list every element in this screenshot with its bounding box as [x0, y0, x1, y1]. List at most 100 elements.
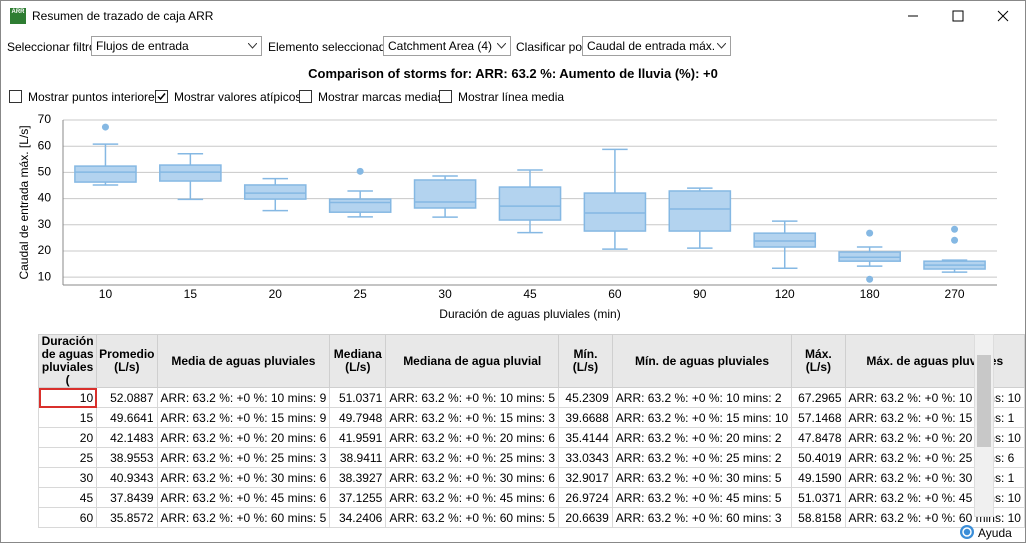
table-cell[interactable]: ARR: 63.2 %: +0 %: 45 mins: 6 — [385, 487, 560, 508]
table-cell[interactable]: ARR: 63.2 %: +0 %: 10 mins: 5 — [385, 387, 560, 408]
table-cell[interactable]: ARR: 63.2 %: +0 %: 15 mins: 9 — [156, 407, 331, 428]
table-cell[interactable]: 10 — [37, 387, 98, 408]
outlier — [866, 229, 874, 237]
table-cell[interactable]: ARR: 63.2 %: +0 %: 20 mins: 10 — [844, 427, 1025, 448]
table-cell[interactable]: ARR: 63.2 %: +0 %: 15 mins: 10 — [611, 407, 793, 428]
table-cell[interactable]: 37.1255 — [329, 487, 387, 508]
table-cell[interactable]: 39.6688 — [558, 407, 613, 428]
column-header: Mín. (L/s) — [558, 334, 613, 388]
scrollbar[interactable] — [974, 334, 994, 517]
table-cell[interactable]: 25 — [37, 447, 98, 468]
table-cell[interactable]: ARR: 63.2 %: +0 %: 25 mins: 3 — [385, 447, 560, 468]
table-cell[interactable]: ARR: 63.2 %: +0 %: 45 mins: 10 — [844, 487, 1025, 508]
combo-value: Caudal de entrada máx. — [587, 39, 716, 53]
table-cell[interactable]: 38.9553 — [96, 447, 158, 468]
table-cell[interactable]: ARR: 63.2 %: +0 %: 30 mins: 1 — [844, 467, 1025, 488]
table-cell[interactable]: ARR: 63.2 %: +0 %: 30 mins: 5 — [611, 467, 793, 488]
table-row: 45 37.8439 ARR: 63.2 %: +0 %: 45 mins: 6 37… — [37, 487, 1025, 508]
table-cell[interactable]: 49.1590 — [791, 467, 846, 488]
table-cell[interactable]: 32.9017 — [558, 467, 613, 488]
table-cell[interactable]: 35.8572 — [96, 507, 158, 528]
table-cell[interactable]: 58.8158 — [791, 507, 846, 528]
table-cell[interactable]: 30 — [37, 467, 98, 488]
table-cell[interactable]: 49.7948 — [329, 407, 387, 428]
outlier — [866, 275, 874, 283]
checkbox[interactable] — [155, 90, 168, 103]
table-cell[interactable]: ARR: 63.2 %: +0 %: 15 mins: 1 — [844, 407, 1025, 428]
table-cell[interactable]: 33.0343 — [558, 447, 613, 468]
box — [159, 164, 222, 182]
table-cell[interactable]: 45.2309 — [558, 387, 613, 408]
table-cell[interactable]: 38.3927 — [329, 467, 387, 488]
table-cell[interactable]: ARR: 63.2 %: +0 %: 60 mins: 5 — [156, 507, 331, 528]
table-cell[interactable]: ARR: 63.2 %: +0 %: 25 mins: 3 — [156, 447, 331, 468]
table-cell[interactable]: 37.8439 — [96, 487, 158, 508]
table-cell[interactable]: 40.9343 — [96, 467, 158, 488]
checkbox-label: Mostrar puntos interiores — [28, 90, 161, 104]
data-table: Duración de aguas pluviales (Promedio (L… — [37, 334, 1025, 528]
combo-value: Flujos de entrada — [96, 39, 189, 53]
help-icon[interactable] — [959, 524, 975, 540]
sort-combo[interactable]: Caudal de entrada máx. — [582, 36, 731, 56]
table-cell[interactable]: ARR: 63.2 %: +0 %: 25 mins: 6 — [844, 447, 1025, 468]
table-row: 20 42.1483 ARR: 63.2 %: +0 %: 20 mins: 6 41… — [37, 427, 1025, 448]
table-cell[interactable]: ARR: 63.2 %: +0 %: 60 mins: 3 — [611, 507, 793, 528]
table-cell[interactable]: 51.0371 — [329, 387, 387, 408]
table-cell[interactable]: ARR: 63.2 %: +0 %: 30 mins: 6 — [385, 467, 560, 488]
table-cell[interactable]: 15 — [37, 407, 98, 428]
table-cell[interactable]: ARR: 63.2 %: +0 %: 60 mins: 10 — [844, 507, 1025, 528]
table-cell[interactable]: 20.6639 — [558, 507, 613, 528]
column-header: Media de aguas pluviales — [156, 334, 331, 388]
table-cell[interactable]: 26.9724 — [558, 487, 613, 508]
box — [498, 186, 562, 221]
table-cell[interactable]: ARR: 63.2 %: +0 %: 45 mins: 6 — [156, 487, 331, 508]
table-cell[interactable]: 50.4019 — [791, 447, 846, 468]
table-cell[interactable]: 35.4144 — [558, 427, 613, 448]
table-cell[interactable]: 51.0371 — [791, 487, 846, 508]
table-cell[interactable]: 41.9591 — [329, 427, 387, 448]
maximize[interactable] — [952, 10, 964, 22]
table-cell[interactable]: 42.1483 — [96, 427, 158, 448]
box — [668, 190, 732, 232]
checkbox-label: Mostrar valores atípicos — [174, 90, 302, 104]
x-axis-label: Duración de aguas pluviales (min) — [439, 307, 620, 321]
table-cell[interactable]: ARR: 63.2 %: +0 %: 30 mins: 6 — [156, 467, 331, 488]
column-header: Máx. (L/s) — [791, 334, 846, 388]
table-cell[interactable]: 60 — [37, 507, 98, 528]
table-cell[interactable]: ARR: 63.2 %: +0 %: 20 mins: 6 — [156, 427, 331, 448]
scroll-thumb[interactable] — [977, 355, 991, 447]
table-cell[interactable]: ARR: 63.2 %: +0 %: 10 mins: 9 — [156, 387, 331, 408]
close[interactable] — [997, 10, 1009, 22]
table-cell[interactable]: 49.6641 — [96, 407, 158, 428]
checkbox-label: Mostrar marcas medias — [318, 90, 444, 104]
table-cell[interactable]: 38.9411 — [329, 447, 387, 468]
x-tick-label: 180 — [860, 287, 880, 301]
table-cell[interactable]: 47.8478 — [791, 427, 846, 448]
window-controls[interactable] — [891, 1, 1025, 31]
table-cell[interactable]: 45 — [37, 487, 98, 508]
table-cell[interactable]: 67.2965 — [791, 387, 846, 408]
table-cell[interactable]: ARR: 63.2 %: +0 %: 45 mins: 5 — [611, 487, 793, 508]
app-icon: ARR — [10, 8, 26, 24]
table-cell[interactable]: ARR: 63.2 %: +0 %: 20 mins: 2 — [611, 427, 793, 448]
filter-combo[interactable]: Flujos de entrada — [91, 36, 262, 56]
x-tick-label: 10 — [99, 287, 113, 301]
table-cell[interactable]: ARR: 63.2 %: +0 %: 20 mins: 6 — [385, 427, 560, 448]
table-cell[interactable]: 34.2406 — [329, 507, 387, 528]
checkbox[interactable] — [9, 90, 22, 103]
x-tick-label: 60 — [608, 287, 622, 301]
table-cell[interactable]: ARR: 63.2 %: +0 %: 60 mins: 5 — [385, 507, 560, 528]
table-cell[interactable]: 52.0887 — [96, 387, 158, 408]
table-cell[interactable]: 57.1468 — [791, 407, 846, 428]
table-cell[interactable]: ARR: 63.2 %: +0 %: 15 mins: 3 — [385, 407, 560, 428]
help-button[interactable]: Ayuda — [978, 526, 1012, 540]
checkbox[interactable] — [299, 90, 312, 103]
window-title: Resumen de trazado de caja ARR — [32, 9, 214, 23]
element-combo[interactable]: Catchment Area (4) — [383, 36, 511, 56]
table-cell[interactable]: ARR: 63.2 %: +0 %: 25 mins: 2 — [611, 447, 793, 468]
table-cell[interactable]: ARR: 63.2 %: +0 %: 10 mins: 2 — [611, 387, 793, 408]
table-cell[interactable]: ARR: 63.2 %: +0 %: 10 mins: 10 — [844, 387, 1025, 408]
checkbox[interactable] — [439, 90, 452, 103]
table-cell[interactable]: 20 — [37, 427, 98, 448]
